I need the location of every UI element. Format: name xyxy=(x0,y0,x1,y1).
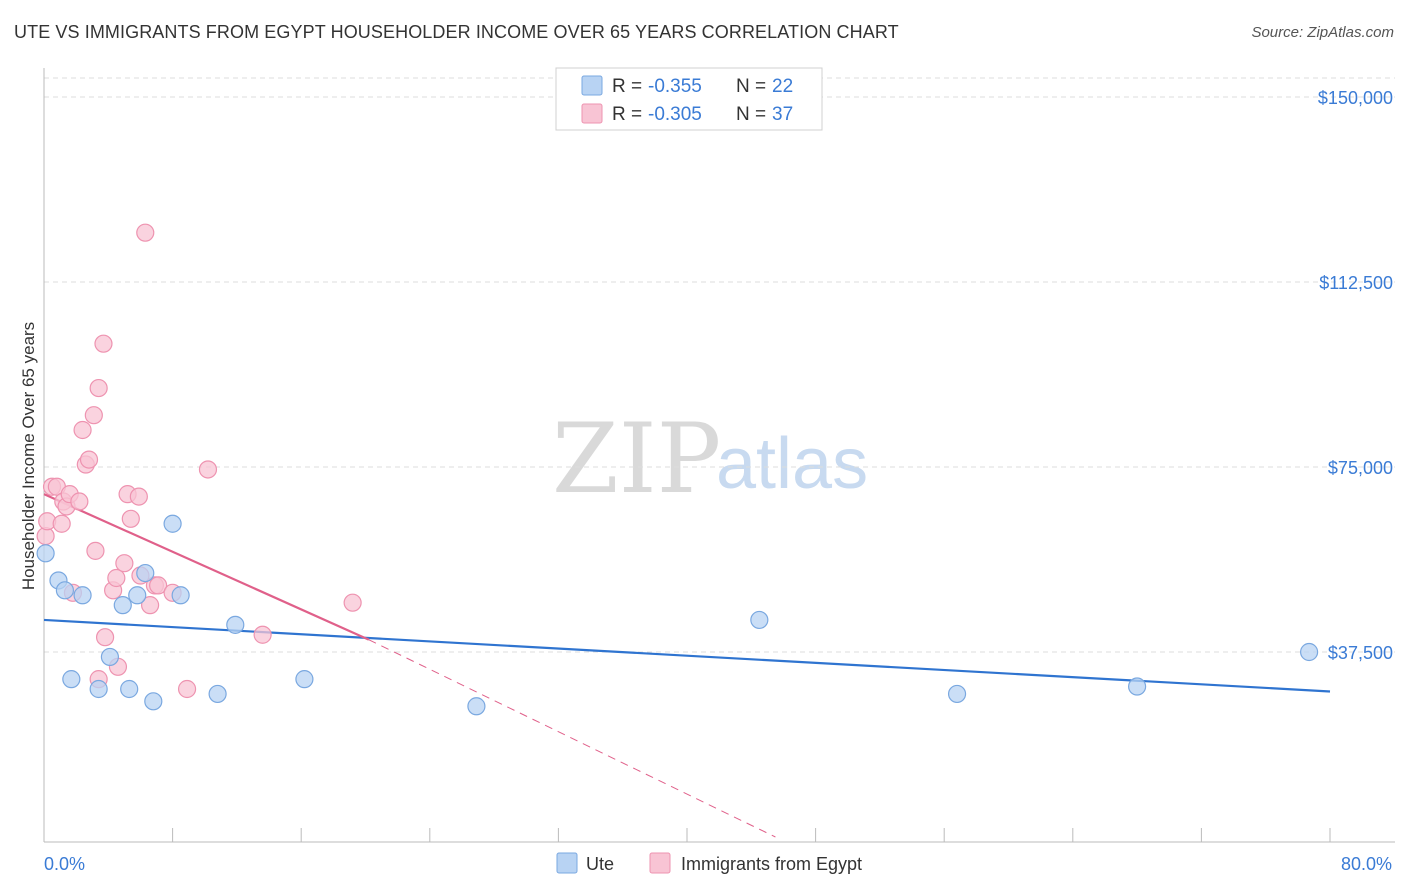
ute-point xyxy=(208,684,227,704)
axis-layer: $37,500 $75,000 $112,500 $150,000 0.0% 80.0% xyxy=(43,68,1395,874)
legend-egypt-n-label: N = xyxy=(736,104,766,125)
egypt-trend-line xyxy=(43,493,370,641)
egypt-point xyxy=(129,487,148,506)
watermark: ZIP atlas xyxy=(552,403,868,515)
egypt-point xyxy=(136,223,155,242)
y-axis-title: Householder Income Over 65 years xyxy=(19,322,38,590)
egypt-point xyxy=(84,406,103,425)
ute-point xyxy=(100,647,120,667)
egypt-point xyxy=(253,625,272,644)
ute-point xyxy=(73,586,92,605)
points-layer xyxy=(36,223,1319,716)
egypt-point xyxy=(94,334,113,353)
legend-bottom-ute-label: Ute xyxy=(586,854,614,874)
legend-bottom-egypt-label: Immigrants from Egypt xyxy=(681,854,862,874)
ute-point xyxy=(163,514,182,533)
ute-point xyxy=(36,544,55,563)
egypt-point xyxy=(73,420,92,440)
egypt-point xyxy=(177,679,197,699)
egypt-point xyxy=(95,628,115,647)
legend-ute-r-label: R = xyxy=(612,76,642,97)
ute-point xyxy=(144,692,163,711)
y-tick-label: $37,500 xyxy=(1328,643,1393,663)
ute-point xyxy=(1127,677,1147,696)
ute-point xyxy=(128,586,147,605)
ute-point xyxy=(136,563,155,583)
ute-point xyxy=(113,596,132,615)
egypt-point xyxy=(89,378,108,398)
egypt-point xyxy=(107,568,126,588)
ute-point xyxy=(89,679,108,699)
egypt-point xyxy=(79,450,99,469)
legend-egypt-r-label: R = xyxy=(612,104,642,125)
trend-layer xyxy=(43,493,1331,838)
ute-point xyxy=(62,670,81,689)
legend-egypt-swatch xyxy=(581,103,603,124)
ute-point xyxy=(171,586,190,605)
egypt-trend-extension xyxy=(368,639,776,838)
ute-point xyxy=(55,581,74,600)
legend-ute-swatch xyxy=(581,75,603,96)
ute-point xyxy=(120,679,139,699)
legend-ute-n-value: 22 xyxy=(772,76,793,97)
x-tick-label: 80.0% xyxy=(1341,854,1392,874)
egypt-point xyxy=(52,514,71,533)
legend-bottom-ute-swatch xyxy=(556,852,578,874)
egypt-point xyxy=(115,554,134,573)
egypt-point xyxy=(121,509,140,528)
egypt-point xyxy=(198,460,218,479)
y-tick-label: $112,500 xyxy=(1319,273,1393,293)
ute-point xyxy=(1300,642,1319,662)
legend-egypt-r-value: -0.305 xyxy=(648,104,702,125)
egypt-point xyxy=(343,593,362,612)
chart-title: UTE VS IMMIGRANTS FROM EGYPT HOUSEHOLDER… xyxy=(14,22,899,42)
y-tick-label: $75,000 xyxy=(1328,458,1393,478)
legend-bottom-egypt-swatch xyxy=(649,852,671,874)
grid-layer xyxy=(44,77,1395,653)
legend-bottom: Ute Immigrants from Egypt xyxy=(556,852,862,874)
ute-point xyxy=(226,615,245,634)
watermark-atlas: atlas xyxy=(716,424,868,504)
ute-point xyxy=(750,610,769,630)
egypt-point xyxy=(149,576,168,595)
egypt-point xyxy=(86,541,105,560)
y-tick-label: $150,000 xyxy=(1318,88,1393,108)
legend-egypt-n-value: 37 xyxy=(772,104,793,125)
chart-source: Source: ZipAtlas.com xyxy=(1251,24,1394,41)
legend-ute-r-value: -0.355 xyxy=(648,76,702,97)
ute-point xyxy=(947,684,967,704)
x-tick-label: 0.0% xyxy=(44,854,85,874)
watermark-zip: ZIP xyxy=(552,403,721,515)
legend-ute-n-label: N = xyxy=(736,76,766,97)
ute-point xyxy=(295,670,314,689)
ute-point xyxy=(467,697,486,716)
egypt-point xyxy=(140,596,160,615)
egypt-point xyxy=(70,492,89,511)
legend-top: R = -0.355 N = 22 R = -0.305 N = 37 xyxy=(555,67,823,131)
